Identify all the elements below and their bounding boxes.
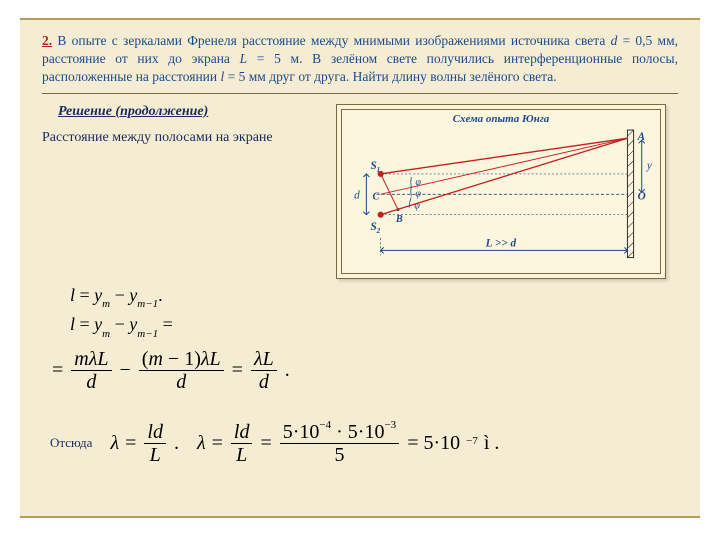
diagram: Схема опыта Юнга (336, 104, 666, 279)
y-label: y (646, 159, 652, 171)
big-dot: . (285, 359, 290, 382)
body-text: Расстояние между полосами на экране (42, 130, 322, 146)
L-label: L >> d (485, 237, 517, 249)
slide: 2. В опыте с зеркалами Френеля расстояни… (20, 18, 700, 518)
sub-resp: −7 (466, 435, 478, 447)
b-label: B (395, 213, 403, 224)
lambda-formula: λ = ld L . (110, 421, 179, 466)
f1-dot: . (158, 285, 163, 305)
phi3: φ (414, 200, 420, 211)
big-n2c: − 1) (163, 348, 201, 370)
sub-lamn: ld (234, 421, 250, 443)
hence-row: Отсюда λ = ld L . λ = ld L = 5·10−4 · 5·… (42, 421, 678, 466)
solution-heading: Решение (продолжение) (58, 104, 322, 120)
s2-label: S2 (370, 221, 380, 235)
var-L: L (240, 51, 248, 66)
f2-m: m (102, 328, 110, 340)
content-row: Решение (продолжение) Расстояние между п… (42, 104, 678, 279)
formula-2: l = ym − ym−1 = (70, 314, 678, 338)
c-label: C (372, 191, 379, 202)
f1-m: m (102, 298, 110, 310)
lam-n: ld (147, 421, 163, 443)
diagram-svg: d S1 S2 C B (348, 128, 654, 266)
f2-eq: = (75, 314, 94, 334)
lam-frac: ld L (144, 421, 166, 466)
lam-eq2: = (212, 432, 223, 455)
hence-label: Отсюда (50, 435, 92, 451)
f2-ya: y (94, 314, 102, 334)
problem-number: 2. (42, 33, 52, 48)
big-n2b: m (148, 348, 162, 370)
f2-trail: = (158, 314, 173, 334)
diagram-inner: Схема опыта Юнга (341, 109, 661, 274)
f1-ya: y (94, 285, 102, 305)
lam2: λ (197, 432, 206, 455)
right-column: Схема опыта Юнга (336, 104, 678, 279)
big-minus: − (120, 359, 131, 382)
sub-frac1: ld L (231, 421, 253, 466)
lam-dot: . (174, 432, 179, 455)
lam: λ (110, 432, 119, 455)
diagram-title: Схема опыта Юнга (342, 113, 660, 125)
sub-eqA: = (260, 432, 271, 455)
left-column: Решение (продолжение) Расстояние между п… (42, 104, 322, 279)
big-d3: d (259, 371, 269, 393)
problem-statement: 2. В опыте с зеркалами Френеля расстояни… (42, 32, 678, 87)
problem-text-4: = 5 мм друг от друга. Найти длину волны … (224, 69, 556, 84)
f2-minus: − (110, 314, 129, 334)
lam-d: L (150, 444, 161, 466)
phi1: φ (415, 177, 421, 188)
big-n1: mλL (74, 348, 108, 370)
sub-n: 5·10 (283, 421, 320, 443)
sub-frac2: 5·10−4 · 5·10−3 5 (280, 421, 399, 466)
formula-big: = mλL d − (m − 1)λL d = λL d . (52, 348, 678, 393)
big-d2: d (176, 371, 186, 393)
f1-m1: m−1 (137, 298, 158, 310)
frac2: (m − 1)λL d (139, 348, 224, 393)
d-label: d (354, 189, 360, 201)
big-n3: λL (254, 348, 274, 370)
subst-formula: λ = ld L = 5·10−4 · 5·10−3 5 = 5·10−7 ì … (197, 421, 499, 466)
sub-lamd: L (236, 444, 247, 466)
big-n2d: λL (201, 348, 221, 370)
sub-unit: ì . (484, 432, 500, 455)
sub-np2: −3 (384, 419, 396, 431)
frac1: mλL d (71, 348, 111, 393)
formula-1: l = ym − ym−1. (70, 285, 678, 309)
sub-d: 5 (280, 444, 399, 466)
lam-eq: = (125, 432, 136, 455)
formula-area: l = ym − ym−1. l = ym − ym−1 = = mλL d −… (42, 285, 678, 466)
sub-np: −4 (319, 419, 331, 431)
s1-label: S1 (370, 159, 380, 173)
big-d1: d (86, 371, 96, 393)
divider (42, 93, 678, 94)
sub-nr: · 5·10 (331, 421, 384, 443)
f1-minus: − (110, 285, 129, 305)
big-prefix: = (52, 359, 63, 382)
big-eq2: = (232, 359, 243, 382)
f1-eq: = (75, 285, 94, 305)
frac3: λL d (251, 348, 277, 393)
f2-m1: m−1 (137, 328, 158, 340)
sub-eqres: = 5·10 (407, 432, 460, 455)
problem-text-1: В опыте с зеркалами Френеля расстояние м… (52, 33, 610, 48)
phi2: φ (415, 188, 421, 199)
